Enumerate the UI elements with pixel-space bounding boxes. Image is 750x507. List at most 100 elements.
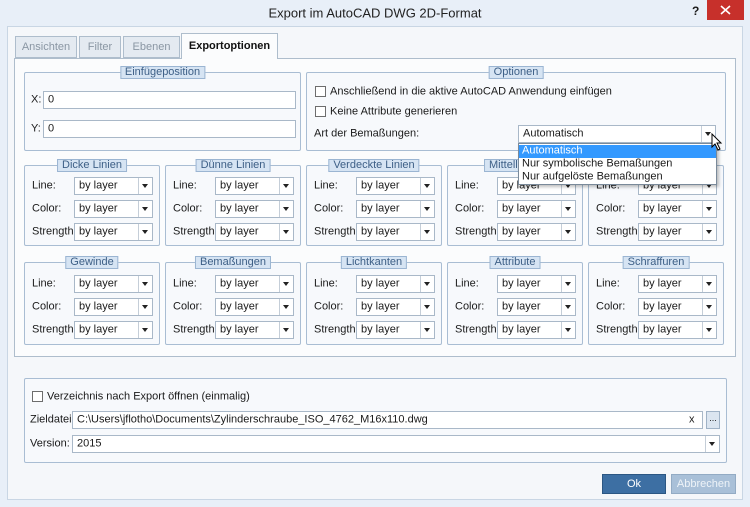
field-label: Line:: [32, 179, 56, 192]
style-select[interactable]: by layer: [356, 223, 435, 241]
style-select[interactable]: by layer: [638, 200, 717, 218]
style-select[interactable]: by layer: [356, 200, 435, 218]
group-title: Optionen: [488, 66, 544, 79]
tab[interactable]: Filter: [79, 36, 121, 58]
field-label: Strength:: [173, 323, 218, 336]
style-select[interactable]: by layer: [497, 223, 576, 241]
select-arrow-area: [705, 436, 719, 452]
tab[interactable]: Ebenen: [123, 36, 180, 58]
style-select[interactable]: by layer: [638, 223, 717, 241]
style-select[interactable]: by layer: [497, 275, 576, 293]
field-label: Color:: [455, 300, 485, 313]
ok-button[interactable]: Ok: [602, 474, 666, 494]
dropdown-item[interactable]: Nur aufgelöste Bemaßungen: [519, 171, 716, 184]
dropdown-item-text: Nur aufgelöste Bemaßungen: [522, 170, 663, 183]
dropdown-item[interactable]: Nur symbolische Bemaßungen: [519, 158, 716, 171]
select-arrow-area: [279, 276, 293, 292]
style-select[interactable]: by layer: [74, 298, 153, 316]
style-select[interactable]: by layer: [497, 298, 576, 316]
select-arrow-area: [702, 322, 716, 338]
style-select[interactable]: by layer: [638, 321, 717, 339]
style-select[interactable]: by layer: [356, 275, 435, 293]
select-value: by layer: [361, 179, 400, 192]
select-arrow-area: [701, 126, 715, 142]
select-arrow: [424, 230, 430, 234]
select-value: 2015: [77, 437, 102, 450]
style-select[interactable]: by layer: [215, 321, 294, 339]
select-value: by layer: [220, 202, 259, 215]
browse-button[interactable]: ...: [706, 411, 720, 429]
style-select[interactable]: by layer: [74, 177, 153, 195]
field-label: Strength:: [173, 225, 218, 238]
select-arrow-area: [279, 299, 293, 315]
select-arrow: [424, 328, 430, 332]
select-arrow-area: [420, 224, 434, 240]
select-value: by layer: [643, 300, 682, 313]
close-button[interactable]: [707, 0, 744, 20]
style-select[interactable]: by layer: [215, 298, 294, 316]
style-select[interactable]: by layer: [356, 321, 435, 339]
select-arrow-area: [138, 299, 152, 315]
select-value: by layer: [643, 179, 682, 192]
style-select[interactable]: by layer: [638, 275, 717, 293]
select-value: by layer: [502, 179, 541, 192]
checkbox[interactable]: [32, 391, 43, 402]
checkbox[interactable]: [315, 86, 326, 97]
select-arrow: [709, 442, 715, 446]
path-input[interactable]: C:\Users\jflotho\Documents\Zylinderschra…: [72, 411, 703, 429]
style-select[interactable]: by layer: [215, 177, 294, 195]
text-input[interactable]: 0: [43, 120, 296, 138]
style-select[interactable]: by layer: [74, 321, 153, 339]
select-arrow-area: [279, 178, 293, 194]
style-select[interactable]: by layer: [215, 223, 294, 241]
style-select[interactable]: by layer: [74, 275, 153, 293]
checkbox-label: Keine Attribute generieren: [330, 105, 458, 118]
help-button[interactable]: ?: [692, 4, 700, 18]
cursor-icon: [711, 132, 723, 151]
style-select[interactable]: by layer: [74, 223, 153, 241]
style-select[interactable]: by layer: [356, 298, 435, 316]
checkbox[interactable]: [315, 106, 326, 117]
input-value: 0: [48, 122, 55, 135]
select-arrow-area: [420, 201, 434, 217]
version-select[interactable]: 2015: [72, 435, 720, 453]
select-value: by layer: [220, 323, 259, 336]
select-arrow-area: [702, 201, 716, 217]
select-arrow-area: [561, 322, 575, 338]
style-select[interactable]: by layer: [74, 200, 153, 218]
select-arrow-area: [420, 276, 434, 292]
select-arrow: [705, 132, 711, 136]
style-select[interactable]: by layer: [215, 275, 294, 293]
select-arrow-area: [279, 224, 293, 240]
select-value: by layer: [79, 225, 118, 238]
dropdown-item[interactable]: Automatisch: [519, 145, 716, 158]
select-arrow-area: [420, 299, 434, 315]
select-arrow: [565, 328, 571, 332]
tab[interactable]: Ansichten: [15, 36, 77, 58]
select-arrow-area: [138, 322, 152, 338]
style-select[interactable]: by layer: [215, 200, 294, 218]
select-arrow: [565, 207, 571, 211]
text-input[interactable]: 0: [43, 91, 296, 109]
tab[interactable]: Exportoptionen: [181, 33, 278, 59]
style-select[interactable]: by layer: [497, 200, 576, 218]
dimension-select[interactable]: Automatisch: [518, 125, 716, 143]
style-select[interactable]: by layer: [638, 298, 717, 316]
group-title: Lichtkanten: [340, 256, 408, 269]
dropdown-item-text: Nur symbolische Bemaßungen: [522, 157, 673, 170]
style-select[interactable]: by layer: [356, 177, 435, 195]
style-select[interactable]: by layer: [497, 321, 576, 339]
field-label: Art der Bemaßungen:: [314, 127, 420, 140]
close-icon: [720, 5, 731, 15]
field-label: Line:: [455, 179, 479, 192]
field-label: Y:: [31, 122, 41, 135]
input-value: C:\Users\jflotho\Documents\Zylinderschra…: [77, 413, 428, 426]
select-arrow: [706, 230, 712, 234]
group-title: Verdeckte Linien: [328, 159, 420, 172]
select-value: by layer: [361, 225, 400, 238]
field-label: Color:: [173, 202, 203, 215]
cancel-button[interactable]: Abbrechen: [671, 474, 736, 494]
select-arrow: [706, 207, 712, 211]
clear-button[interactable]: x: [689, 413, 695, 426]
